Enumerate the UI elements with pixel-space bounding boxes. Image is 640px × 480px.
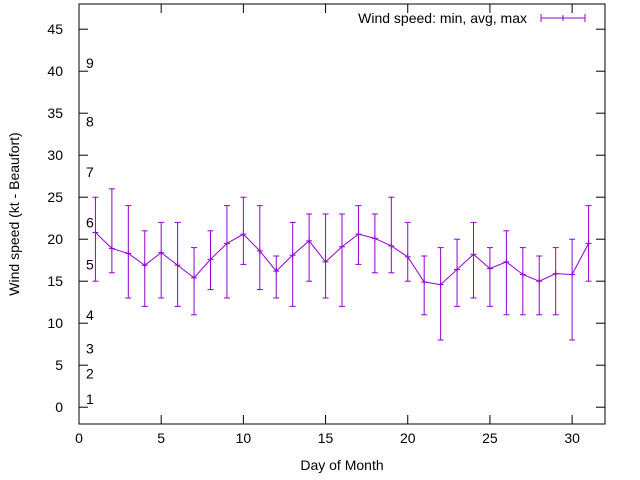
beaufort-label: 6 — [86, 214, 94, 230]
y-tick-label: 35 — [47, 105, 63, 121]
x-tick-label: 25 — [482, 430, 498, 446]
y-tick-label: 0 — [55, 399, 63, 415]
y-tick-label: 20 — [47, 231, 63, 247]
y-tick-label: 40 — [47, 63, 63, 79]
legend-label: Wind speed: min, avg, max — [358, 10, 527, 26]
y-tick-label: 25 — [47, 189, 63, 205]
beaufort-label: 5 — [86, 256, 94, 272]
x-axis-label: Day of Month — [300, 457, 383, 473]
y-tick-label: 30 — [47, 147, 63, 163]
y-axis-label: Wind speed (kt - Beaufort) — [6, 132, 22, 295]
beaufort-label: 4 — [86, 307, 94, 323]
beaufort-label: 8 — [86, 114, 94, 130]
x-tick-label: 15 — [318, 430, 334, 446]
y-tick-label: 5 — [55, 357, 63, 373]
legend-sample — [540, 14, 586, 22]
x-tick-label: 5 — [157, 430, 165, 446]
x-tick-label: 0 — [75, 430, 83, 446]
x-tick-label: 30 — [564, 430, 580, 446]
beaufort-label: 3 — [86, 340, 94, 356]
beaufort-label: 1 — [86, 391, 94, 407]
beaufort-label: 7 — [86, 164, 94, 180]
y-tick-label: 10 — [47, 315, 63, 331]
plot-frame — [78, 3, 606, 425]
legend: Wind speed: min, avg, max — [358, 10, 586, 26]
beaufort-label: 2 — [86, 366, 94, 382]
x-tick-label: 10 — [236, 430, 252, 446]
y-tick-label: 45 — [47, 21, 63, 37]
y-tick-label: 15 — [47, 273, 63, 289]
x-tick-label: 20 — [400, 430, 416, 446]
beaufort-label: 9 — [86, 55, 94, 71]
